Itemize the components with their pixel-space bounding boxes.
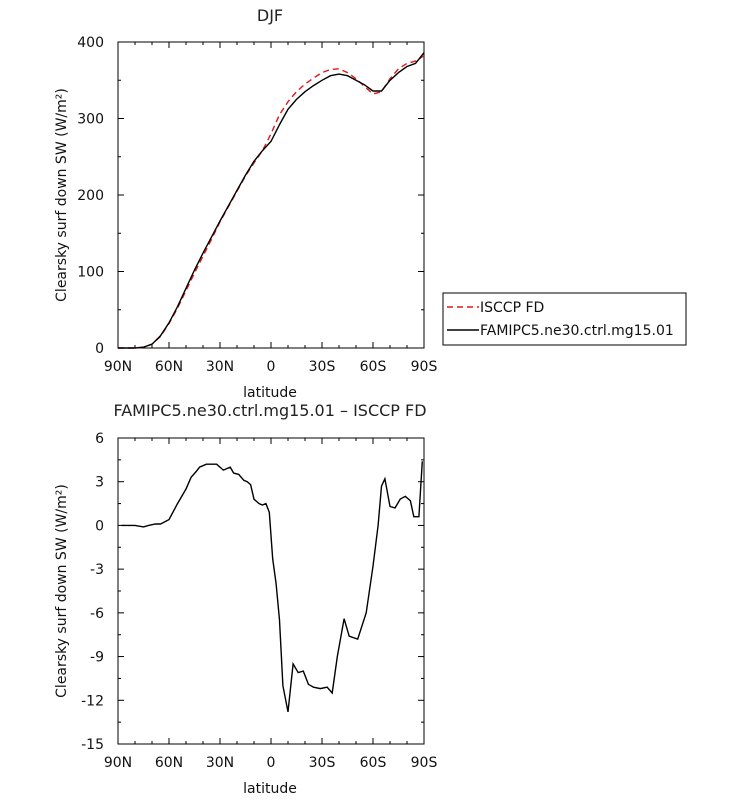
- bottom-y-tick-label: 3: [95, 475, 104, 491]
- legend-label-famipc5: FAMIPC5.ne30.ctrl.mg15.01: [480, 323, 674, 339]
- top-y-tick-label: 0: [95, 341, 104, 357]
- bottom-y-tick-label: -9: [90, 650, 104, 666]
- top-x-tick-label: 0: [267, 359, 276, 375]
- top-y-axis-label: Clearsky surf down SW (W/m²): [54, 88, 70, 302]
- legend-box: [442, 292, 687, 346]
- top-x-tick-label: 30S: [309, 359, 336, 375]
- top-plot-frame: [117, 41, 425, 349]
- top-series-line-1: [118, 52, 425, 349]
- top-series-line-0: [118, 55, 425, 349]
- top-y-tick-label: 100: [77, 265, 104, 281]
- bottom-x-tick-label: 90S: [411, 755, 438, 771]
- legend-label-isccp: ISCCP FD: [480, 300, 544, 316]
- top-x-tick-label: 60N: [155, 359, 183, 375]
- top-y-tick-label: 300: [77, 112, 104, 128]
- top-x-tick-label: 90N: [104, 359, 132, 375]
- legend: ISCCP FD FAMIPC5.ne30.ctrl.mg15.01: [442, 292, 687, 346]
- bottom-x-tick-label: 60S: [360, 755, 387, 771]
- bottom-y-tick-label: -3: [90, 562, 104, 578]
- bottom-x-tick-label: 0: [267, 755, 276, 771]
- bottom-y-tick-label: 6: [95, 431, 104, 447]
- bottom-chart-title: FAMIPC5.ne30.ctrl.mg15.01 – ISCCP FD: [113, 401, 426, 420]
- bottom-y-tick-label: -15: [81, 737, 104, 753]
- bottom-plot-frame: [117, 437, 425, 745]
- bottom-x-tick-label: 30N: [206, 755, 234, 771]
- bottom-y-tick-label: 0: [95, 518, 104, 534]
- bottom-series-line-0: [121, 461, 423, 713]
- top-x-tick-label: 90S: [411, 359, 438, 375]
- top-chart-title: DJF: [257, 6, 283, 25]
- bottom-y-tick-label: -12: [81, 693, 104, 709]
- top-y-tick-label: 400: [77, 35, 104, 51]
- top-x-tick-label: 30N: [206, 359, 234, 375]
- bottom-x-tick-label: 90N: [104, 755, 132, 771]
- top-x-tick-label: 60S: [360, 359, 387, 375]
- top-panel: DJF 90N 60N 30N 0 30S 60S 90S 0 100 200 300 400 lat…: [54, 6, 437, 401]
- bottom-x-tick-label: 60N: [155, 755, 183, 771]
- bottom-x-tick-label: 30S: [309, 755, 336, 771]
- bottom-x-axis-label: latitude: [243, 781, 297, 797]
- bottom-panel: FAMIPC5.ne30.ctrl.mg15.01 – ISCCP FD 90N…: [54, 401, 437, 797]
- bottom-y-tick-label: -6: [90, 606, 104, 622]
- bottom-y-axis-label: Clearsky surf down SW (W/m²): [54, 484, 70, 698]
- top-x-axis-label: latitude: [243, 385, 297, 401]
- top-y-tick-label: 200: [77, 188, 104, 204]
